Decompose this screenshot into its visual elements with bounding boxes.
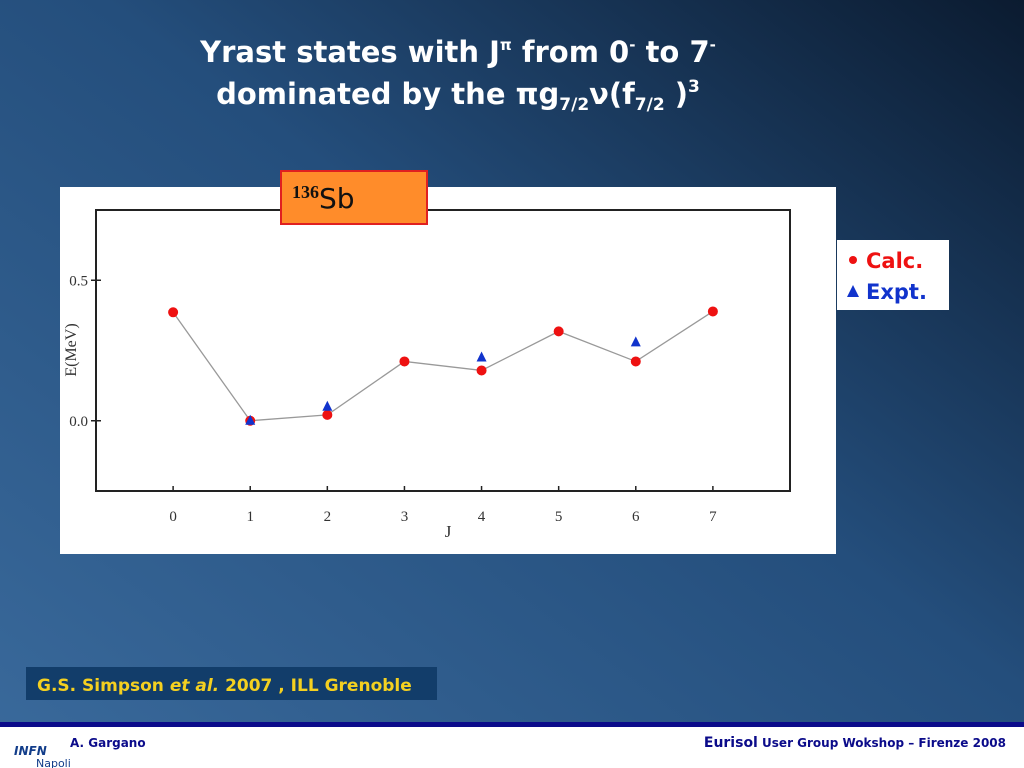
nuclide-label: 136Sb bbox=[292, 182, 355, 215]
title-text: πg bbox=[516, 77, 560, 111]
y-tick-label: 0.5 bbox=[69, 273, 88, 289]
chart-panel bbox=[60, 187, 836, 554]
x-tick-label: 5 bbox=[555, 509, 563, 525]
mass-number: 136 bbox=[292, 182, 319, 202]
point bbox=[322, 400, 333, 411]
citation-text: et al. bbox=[170, 676, 219, 696]
x-tick-label: 0 bbox=[169, 509, 177, 525]
title-sup: π bbox=[500, 36, 512, 54]
series-line bbox=[172, 310, 714, 422]
legend-marker bbox=[847, 285, 859, 297]
title-line: Yrast states with Jπ from 0- to 7- bbox=[199, 35, 716, 69]
element: Sb bbox=[319, 182, 355, 215]
y-axis-label: E(MeV) bbox=[63, 323, 80, 376]
title-sup: 3 bbox=[688, 77, 700, 97]
logo-text: Napoli bbox=[36, 757, 71, 768]
x-tick-label: 4 bbox=[478, 509, 486, 525]
x-axis-label: J bbox=[445, 522, 452, 541]
title-text: ) bbox=[665, 77, 688, 111]
title-sub: 7/2 bbox=[559, 95, 589, 115]
title-text: to 7 bbox=[635, 35, 709, 69]
point bbox=[707, 306, 718, 317]
title-sup: - bbox=[710, 36, 716, 54]
x-tick-label: 2 bbox=[324, 509, 332, 525]
legend bbox=[837, 240, 949, 310]
title-line: dominated by the πg7/2ν(f7/2 )3 bbox=[216, 77, 700, 115]
event: Eurisol User Group Wokshop – Firenze 200… bbox=[704, 735, 1006, 751]
point bbox=[399, 356, 410, 367]
event-text: User Group Wokshop – Firenze 2008 bbox=[758, 736, 1006, 750]
point bbox=[322, 409, 333, 420]
citation-text: 2007 , ILL Grenoble bbox=[219, 676, 412, 696]
point bbox=[553, 326, 564, 337]
footer-rule bbox=[0, 722, 1024, 727]
x-tick-label: 3 bbox=[401, 509, 409, 525]
point bbox=[245, 414, 256, 425]
event-text: Eurisol bbox=[704, 735, 758, 751]
point bbox=[168, 307, 179, 318]
title-sub: 7/2 bbox=[635, 95, 665, 115]
author: A. Gargano bbox=[70, 736, 146, 750]
logo-text: INFN bbox=[14, 744, 47, 758]
nuclide-box bbox=[280, 170, 428, 225]
citation: G.S. Simpson et al. 2007 , ILL Grenoble bbox=[37, 676, 412, 696]
citation-text: G.S. Simpson bbox=[37, 676, 170, 696]
x-tick-label: 7 bbox=[709, 509, 717, 525]
citation-box bbox=[26, 667, 437, 700]
title-text: dominated by the bbox=[216, 77, 515, 111]
title-sup: - bbox=[629, 36, 635, 54]
footer bbox=[0, 727, 1024, 768]
point bbox=[630, 336, 641, 347]
title-text: ν(f bbox=[589, 77, 635, 111]
legend-label: Calc. bbox=[866, 249, 923, 273]
point bbox=[476, 365, 487, 376]
title-text: from 0 bbox=[512, 35, 629, 69]
title-text: Yrast states with J bbox=[199, 35, 500, 69]
point bbox=[630, 356, 641, 367]
point bbox=[476, 351, 487, 362]
y-tick-label: 0.0 bbox=[69, 414, 88, 430]
plot-frame bbox=[95, 209, 791, 492]
legend-marker bbox=[849, 256, 857, 264]
legend-label: Expt. bbox=[866, 280, 927, 304]
x-tick-label: 6 bbox=[632, 509, 640, 525]
x-tick-label: 1 bbox=[246, 509, 254, 525]
